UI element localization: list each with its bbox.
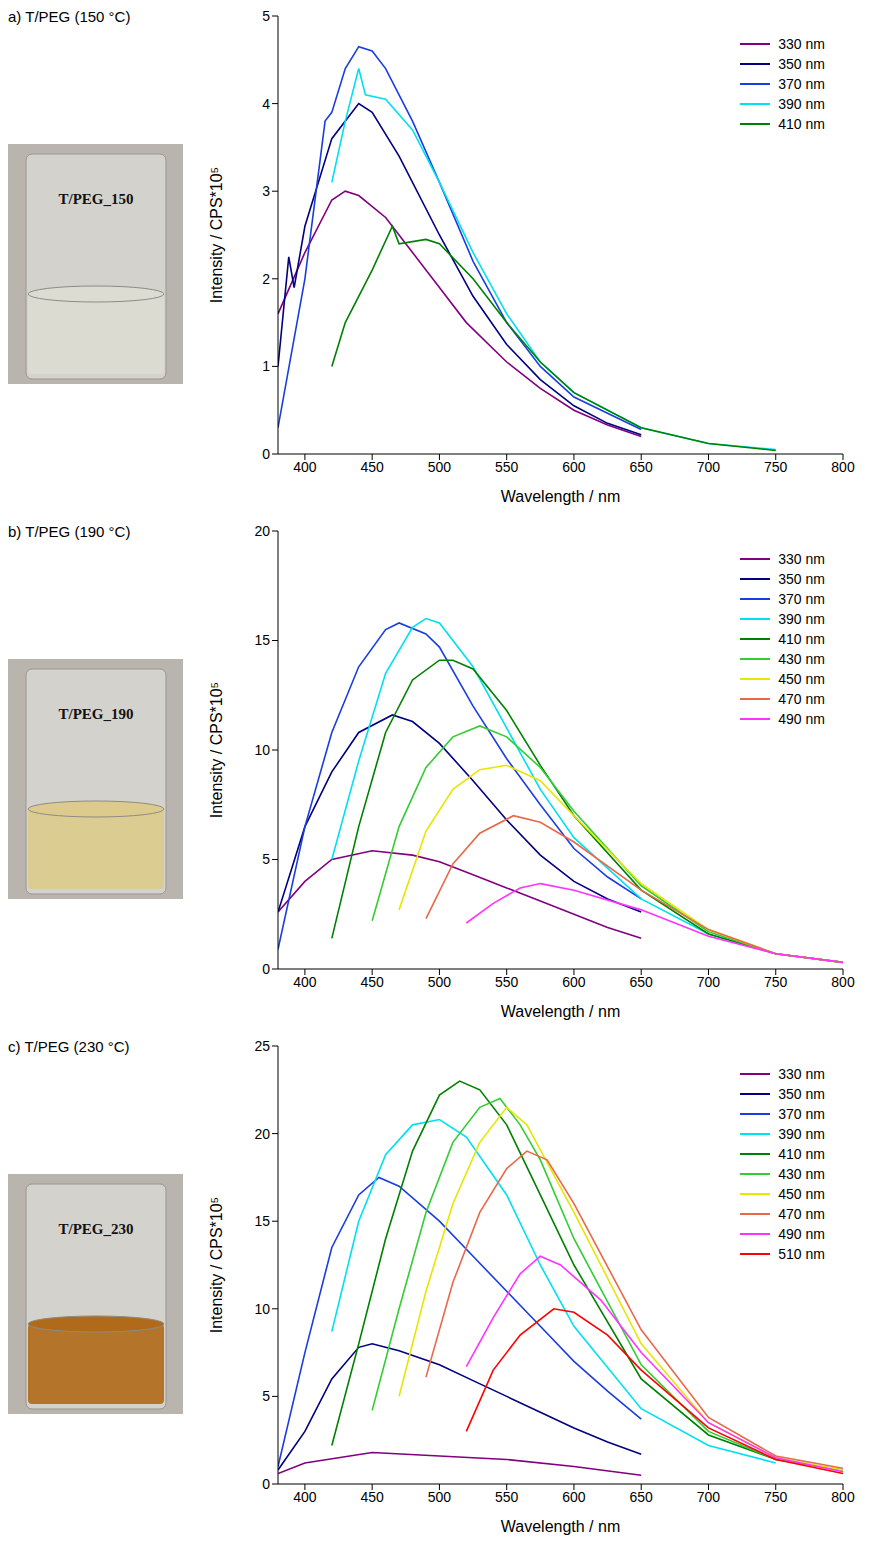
html-text:410 nm: 410 nm [778,116,825,132]
svg-text:700: 700 [697,459,721,475]
svg-text:T/PEG_150: T/PEG_150 [58,191,133,207]
svg-text:650: 650 [630,974,654,990]
html-text:a) T/PEG (150 °C): a) T/PEG (150 °C) [8,8,131,25]
html-text:490 nm: 490 nm [778,711,825,727]
html-text:330 nm: 330 nm [778,551,825,567]
svg-text:0: 0 [262,961,270,977]
html-text:470 nm: 470 nm [778,1206,825,1222]
svg-text:700: 700 [697,974,721,990]
svg-text:15: 15 [254,632,270,648]
svg-text:5: 5 [262,1388,270,1404]
svg-text:5: 5 [262,8,270,24]
html-text:350 nm: 350 nm [778,1086,825,1102]
svg-text:Intensity / CPS*10⁵: Intensity / CPS*10⁵ [208,1197,225,1333]
html-text:350 nm: 350 nm [778,56,825,72]
svg-text:550: 550 [495,974,519,990]
html-text:350 nm: 350 nm [778,571,825,587]
html-text:430 nm: 430 nm [778,651,825,667]
svg-text:Wavelength / nm: Wavelength / nm [501,1518,620,1535]
svg-text:550: 550 [495,1489,519,1505]
html-text:370 nm: 370 nm [778,76,825,92]
svg-text:500: 500 [428,459,452,475]
svg-text:15: 15 [254,1213,270,1229]
svg-text:1: 1 [262,358,270,374]
svg-text:400: 400 [293,974,317,990]
svg-text:450: 450 [360,1489,384,1505]
svg-text:650: 650 [630,1489,654,1505]
html-text:330 nm: 330 nm [778,36,825,52]
svg-text:750: 750 [764,974,788,990]
html-text:490 nm: 490 nm [778,1226,825,1242]
svg-text:600: 600 [562,459,586,475]
svg-text:450: 450 [360,459,384,475]
svg-text:4: 4 [262,96,270,112]
svg-text:800: 800 [831,1489,855,1505]
svg-text:20: 20 [254,1126,270,1142]
svg-text:Wavelength / nm: Wavelength / nm [501,488,620,505]
svg-text:700: 700 [697,1489,721,1505]
html-text:370 nm: 370 nm [778,1106,825,1122]
svg-text:550: 550 [495,459,519,475]
svg-text:5: 5 [262,851,270,867]
svg-text:800: 800 [831,459,855,475]
svg-text:600: 600 [562,974,586,990]
html-text:410 nm: 410 nm [778,1146,825,1162]
svg-text:800: 800 [831,974,855,990]
svg-text:T/PEG_230: T/PEG_230 [58,1221,133,1237]
html-text:b) T/PEG (190 °C): b) T/PEG (190 °C) [8,523,131,540]
svg-text:750: 750 [764,459,788,475]
html-text:510 nm: 510 nm [778,1246,825,1262]
svg-text:400: 400 [293,459,317,475]
html-text:390 nm: 390 nm [778,611,825,627]
html-text:390 nm: 390 nm [778,1126,825,1142]
svg-text:10: 10 [254,1301,270,1317]
svg-text:0: 0 [262,446,270,462]
svg-text:Intensity / CPS*10⁵: Intensity / CPS*10⁵ [208,167,225,303]
svg-text:0: 0 [262,1476,270,1492]
svg-text:400: 400 [293,1489,317,1505]
html-text:c) T/PEG (230 °C): c) T/PEG (230 °C) [8,1038,130,1055]
html-text:390 nm: 390 nm [778,96,825,112]
svg-text:650: 650 [630,459,654,475]
svg-text:20: 20 [254,523,270,539]
svg-text:T/PEG_190: T/PEG_190 [58,706,133,722]
html-text:450 nm: 450 nm [778,671,825,687]
svg-text:Wavelength / nm: Wavelength / nm [501,1003,620,1020]
html-text:450 nm: 450 nm [778,1186,825,1202]
svg-text:25: 25 [254,1038,270,1054]
svg-text:450: 450 [360,974,384,990]
html-text:330 nm: 330 nm [778,1066,825,1082]
svg-text:750: 750 [764,1489,788,1505]
svg-text:500: 500 [428,1489,452,1505]
svg-text:10: 10 [254,742,270,758]
html-text:370 nm: 370 nm [778,591,825,607]
html-text:430 nm: 430 nm [778,1166,825,1182]
svg-text:3: 3 [262,183,270,199]
svg-text:500: 500 [428,974,452,990]
svg-text:2: 2 [262,271,270,287]
svg-text:600: 600 [562,1489,586,1505]
svg-text:Intensity / CPS*10⁵: Intensity / CPS*10⁵ [208,682,225,818]
html-text:410 nm: 410 nm [778,631,825,647]
html-text:470 nm: 470 nm [778,691,825,707]
